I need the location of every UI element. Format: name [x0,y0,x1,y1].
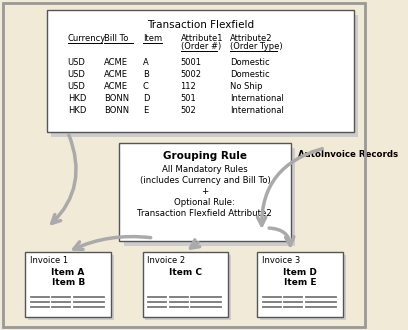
Text: Attribute2: Attribute2 [230,34,273,43]
Text: Item B: Item B [51,278,85,287]
Text: Transaction Flexfield: Transaction Flexfield [147,20,254,30]
FancyBboxPatch shape [145,255,231,320]
FancyBboxPatch shape [257,252,343,317]
Text: ACME: ACME [104,58,128,67]
Text: USD: USD [68,82,86,91]
Text: Item C: Item C [169,268,202,277]
Text: No Ship: No Ship [230,82,263,91]
FancyBboxPatch shape [124,148,295,246]
FancyBboxPatch shape [119,143,290,241]
Text: HKD: HKD [68,106,86,115]
Text: (Order #): (Order #) [181,42,221,51]
FancyBboxPatch shape [51,15,358,137]
Text: 502: 502 [181,106,196,115]
Text: ACME: ACME [104,82,128,91]
Text: AutoInvoice Records: AutoInvoice Records [298,150,398,159]
Text: 112: 112 [181,82,196,91]
Text: Currency: Currency [68,34,106,43]
Text: Optional Rule:: Optional Rule: [175,198,235,207]
Text: ACME: ACME [104,70,128,79]
Text: Domestic: Domestic [230,70,270,79]
Text: All Mandatory Rules: All Mandatory Rules [162,165,248,174]
Text: Item E: Item E [284,278,317,287]
FancyBboxPatch shape [260,255,346,320]
Text: Item: Item [143,34,162,43]
Text: (includes Currency and Bill To): (includes Currency and Bill To) [140,176,271,185]
FancyBboxPatch shape [25,252,111,317]
Text: BONN: BONN [104,94,129,103]
Text: Item A: Item A [51,268,85,277]
Text: Transaction Flexfield Attribute2: Transaction Flexfield Attribute2 [137,209,273,218]
FancyBboxPatch shape [143,252,228,317]
Text: Invoice 3: Invoice 3 [262,256,300,265]
Text: Attribute1: Attribute1 [181,34,223,43]
Text: E: E [143,106,148,115]
Text: BONN: BONN [104,106,129,115]
Text: +: + [201,187,208,196]
FancyBboxPatch shape [28,255,114,320]
Text: International: International [230,94,284,103]
Text: Grouping Rule: Grouping Rule [163,151,247,161]
Text: USD: USD [68,58,86,67]
Text: HKD: HKD [68,94,86,103]
Text: Invoice 1: Invoice 1 [30,256,68,265]
Text: (Order Type): (Order Type) [230,42,283,51]
Text: Domestic: Domestic [230,58,270,67]
Text: D: D [143,94,149,103]
Text: USD: USD [68,70,86,79]
Text: 5001: 5001 [181,58,202,67]
Text: 5002: 5002 [181,70,202,79]
Text: 501: 501 [181,94,196,103]
Text: International: International [230,106,284,115]
Text: C: C [143,82,149,91]
Text: Bill To: Bill To [104,34,128,43]
FancyBboxPatch shape [47,10,354,132]
Text: A: A [143,58,149,67]
Text: B: B [143,70,149,79]
Text: Item D: Item D [283,268,317,277]
Text: Invoice 2: Invoice 2 [147,256,185,265]
